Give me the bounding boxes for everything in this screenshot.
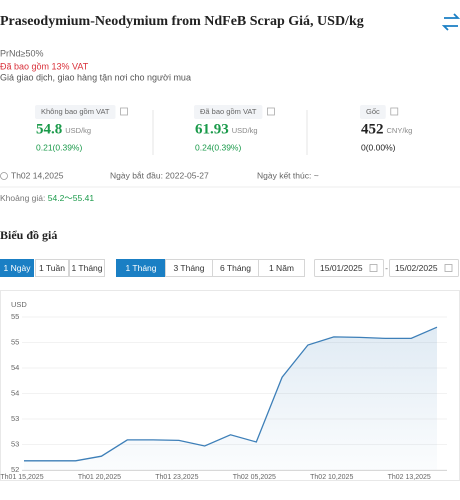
page-title: Praseodymium-Neodymium from NdFeB Scrap …	[0, 14, 364, 29]
button[interactable]: 1 Ngày	[0, 259, 34, 277]
button[interactable]: 1 Năm	[258, 259, 305, 277]
card-label-bg	[35, 105, 116, 119]
y-tick-label: 54	[11, 363, 19, 372]
card-value: 452	[361, 121, 384, 137]
button-label: 1 Tuần	[39, 263, 65, 273]
y-tick-label: 54	[11, 388, 19, 397]
card-change: 0.21(0.39%)	[36, 142, 82, 152]
y-tick-label: 55	[11, 312, 19, 321]
x-tick-label: Th02 10,2025	[310, 474, 353, 481]
button-label: 3 Tháng	[173, 263, 204, 273]
date-input[interactable]: 15/02/2025	[389, 259, 459, 277]
button-bg	[0, 259, 34, 277]
card-value: 61.93	[195, 121, 229, 137]
date-input-text: 15/02/2025	[395, 263, 438, 273]
swap-icon[interactable]	[441, 13, 460, 31]
card-change: 0.24(0.39%)	[195, 142, 241, 152]
chart-controls: 1 Ngày 1 Tuần 1 Tháng 1 Tháng 3 Tháng 6 Tháng…	[0, 259, 459, 277]
card-unit: USD/kg	[232, 126, 258, 135]
spec: PrNd≥50%	[0, 48, 43, 58]
button[interactable]: 1 Tuần	[35, 259, 69, 277]
y-tick-label: 55	[11, 337, 19, 346]
date-input-bg	[314, 259, 384, 277]
price-range: Khoảng giá: 54.2～55.41	[0, 193, 94, 203]
vat-note: Đã bao gồm 13% VAT	[0, 61, 89, 71]
calendar-icon	[369, 264, 378, 272]
x-tick-label: Th01 15,2025	[0, 474, 43, 481]
arrow-left	[441, 25, 458, 31]
chart: 52 53 53 54 54 55 55 Th01 15,2025 Th01 20,2025 Th…	[0, 312, 447, 481]
date-input[interactable]: 15/01/2025	[314, 259, 384, 277]
date-input-text: 15/01/2025	[320, 263, 363, 273]
info-start: Ngày bắt đầu: 2022-05-27	[110, 170, 209, 180]
x-tick-label: Th02 13,2025	[388, 474, 431, 481]
section-title: Biểu đồ giá	[0, 228, 57, 242]
button-label: 1 Năm	[269, 263, 294, 273]
range-label: Khoảng giá:	[0, 193, 45, 203]
button-bg	[69, 259, 105, 277]
x-tick-label: Th02 05,2025	[233, 474, 276, 481]
card-label: Gốc	[366, 107, 380, 116]
y-tick-label: 53	[11, 414, 19, 423]
edit-icon	[390, 107, 399, 116]
card-value: 54.8	[36, 121, 62, 137]
card-change: 0(0.00%)	[361, 142, 396, 152]
y-axis-label: USD	[11, 300, 27, 309]
date-separator: -	[385, 263, 388, 273]
description: Giá giao dịch, giao hàng tận nơi cho ngư…	[0, 72, 191, 82]
price-line	[24, 326, 438, 462]
range-value: 54.2～55.41	[48, 193, 95, 203]
card-label: Không bao gồm VAT	[41, 107, 110, 116]
calendar-icon	[444, 264, 453, 272]
info-end: Ngày kết thúc: ~	[257, 170, 319, 180]
card-unit: CNY/kg	[387, 126, 413, 135]
arrow-right	[444, 13, 460, 19]
button-label: 1 Tháng	[125, 263, 156, 273]
edit-icon	[267, 107, 275, 116]
button[interactable]: 1 Tháng	[116, 259, 166, 277]
edit-icon	[120, 107, 128, 116]
y-tick-label: 53	[11, 439, 19, 448]
card-label: Đã bao gồm VAT	[200, 107, 257, 116]
button-label: 1 Tháng	[71, 263, 102, 273]
x-tick-label: Th01 23,2025	[155, 474, 198, 481]
card-label-bg	[360, 105, 386, 119]
card-label-bg	[194, 105, 263, 119]
x-tick-label: Th01 20,2025	[78, 474, 121, 481]
button[interactable]: 1 Tháng	[69, 259, 105, 277]
button[interactable]: 3 Tháng	[165, 259, 213, 277]
clock-icon	[0, 172, 8, 180]
button-bg	[258, 259, 305, 277]
card-unit: USD/kg	[65, 126, 91, 135]
info-date: Th02 14,2025	[11, 170, 64, 180]
button-bg	[35, 259, 69, 277]
button-label: 1 Ngày	[4, 263, 32, 273]
y-tick-label: 52	[11, 465, 19, 474]
button-label: 6 Tháng	[220, 263, 251, 273]
date-input-bg	[389, 259, 459, 277]
button[interactable]: 6 Tháng	[212, 259, 259, 277]
area-fill	[24, 327, 437, 470]
